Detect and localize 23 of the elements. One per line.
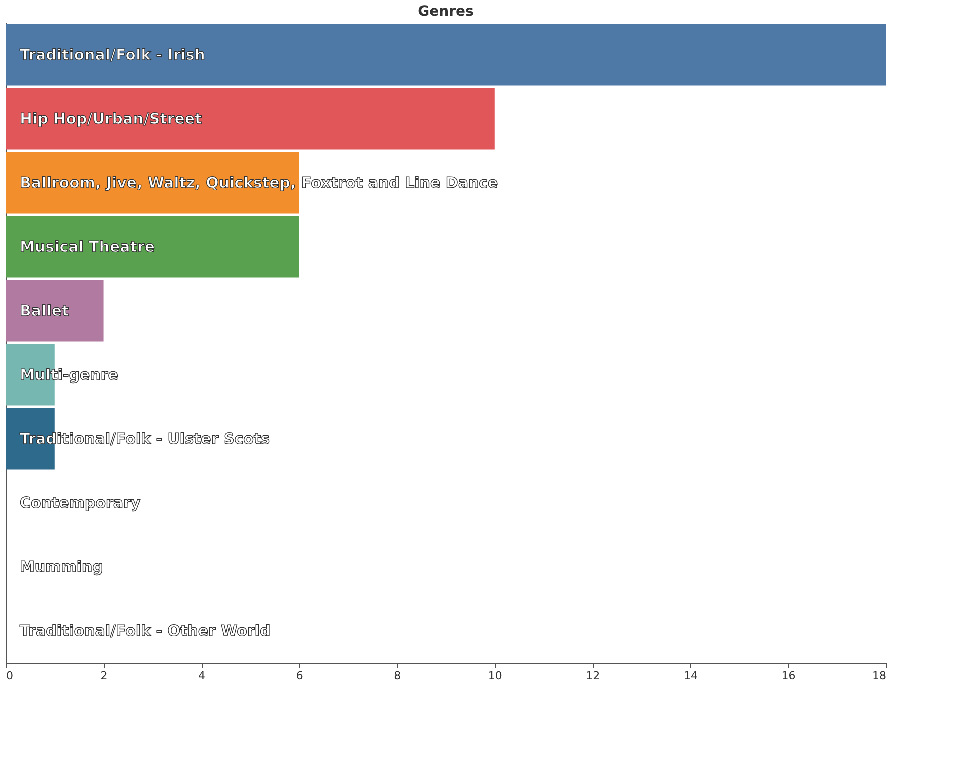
x-tick-label: 14 xyxy=(684,670,698,682)
bar xyxy=(6,280,104,342)
x-tick-label: 10 xyxy=(488,670,502,682)
y-tick-label: Traditional/Folk - Irish xyxy=(20,46,206,64)
y-tick-label: Musical Theatre xyxy=(20,238,155,256)
x-tick-label: 2 xyxy=(100,670,108,682)
x-tick-label: 0 xyxy=(6,670,14,682)
y-tick-label: Contemporary xyxy=(20,494,141,512)
y-tick-label: Traditional/Folk - Other World xyxy=(20,622,271,640)
y-tick-label: Hip Hop/Urban/Street xyxy=(20,110,202,128)
x-tick-label: 8 xyxy=(394,670,402,682)
y-tick-label: Ballet xyxy=(20,302,70,320)
x-tick-label: 18 xyxy=(872,670,886,682)
y-tick-label: Ballroom, Jive, Waltz, Quickstep, Foxtrot and Line Dance xyxy=(20,174,498,192)
x-tick-label: 16 xyxy=(782,670,796,682)
bar xyxy=(6,216,300,278)
x-tick-label: 6 xyxy=(296,670,304,682)
chart-title: Genres xyxy=(418,4,474,20)
y-tick-label: Mumming xyxy=(20,558,104,576)
x-tick-label: 4 xyxy=(198,670,206,682)
x-tick-label: 12 xyxy=(586,670,600,682)
bar xyxy=(6,24,886,86)
bar xyxy=(6,88,495,150)
